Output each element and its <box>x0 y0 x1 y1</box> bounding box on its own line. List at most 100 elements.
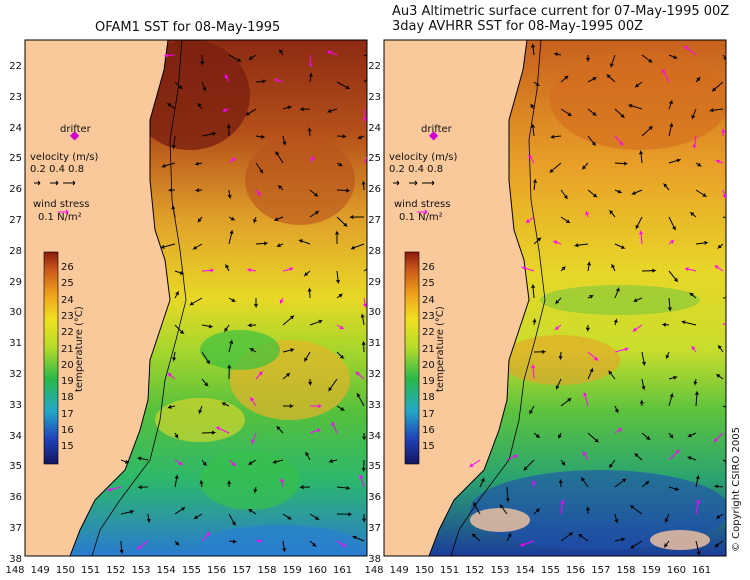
left-shelf-contour <box>91 40 187 556</box>
current-arrow <box>253 216 257 224</box>
left-colorbar <box>43 251 59 465</box>
right-panel-title-line2: 3day AVHRR SST for 08-May-1995 00Z <box>392 19 644 34</box>
current-arrow <box>614 286 620 299</box>
current-arrow <box>309 513 321 520</box>
current-arrow <box>668 54 679 59</box>
latitude-label-left: 26 <box>9 184 22 196</box>
current-arrow <box>276 243 284 248</box>
wind-stress-arrow <box>614 135 624 146</box>
current-arrow <box>533 349 547 354</box>
latitude-label-left: 24 <box>9 122 22 134</box>
current-arrow <box>350 243 365 250</box>
current-arrow <box>336 188 351 193</box>
current-arrow <box>605 74 616 83</box>
current-arrow <box>199 479 204 488</box>
current-arrow <box>608 209 616 218</box>
left-colorbar-tick: 21 <box>61 343 74 355</box>
current-arrow <box>201 324 214 329</box>
current-arrow <box>722 459 726 463</box>
wind-stress-arrow <box>106 486 122 492</box>
left-colorbar-tick: 18 <box>61 392 74 404</box>
current-arrow <box>336 134 348 139</box>
current-arrow <box>639 149 643 164</box>
current-arrow <box>356 392 365 407</box>
left-land <box>25 40 170 556</box>
longitude-label-left: 156 <box>207 565 227 576</box>
wind-stress-arrow <box>354 371 365 380</box>
current-arrow <box>668 216 677 231</box>
wind-stress-arrow <box>166 372 176 380</box>
wind-stress-arrow <box>309 428 322 434</box>
longitude-label-left: 157 <box>232 565 252 576</box>
current-arrow <box>560 531 574 542</box>
wind-stress-arrow <box>519 540 535 547</box>
latitude-label-right: 37 <box>368 523 381 534</box>
current-arrow <box>309 319 324 326</box>
current-arrow <box>174 270 185 275</box>
left-colorbar-tick: 15 <box>61 441 74 453</box>
wind-stress-arrow <box>554 324 562 331</box>
current-arrow <box>282 348 295 353</box>
current-arrow <box>533 236 542 245</box>
current-arrow <box>533 432 541 438</box>
current-arrow <box>587 294 594 299</box>
current-arrow <box>136 456 149 461</box>
wind-stress-arrow <box>363 156 367 164</box>
current-arrow <box>336 293 343 299</box>
current-arrow <box>283 404 295 409</box>
longitude-label-left: 152 <box>106 565 126 576</box>
left-colorbar-tick: 20 <box>61 359 74 371</box>
wind-stress-arrow <box>714 159 724 164</box>
right-shelf-contour <box>450 40 546 556</box>
current-arrow <box>328 378 338 393</box>
current-arrow <box>609 54 616 69</box>
svg-text:◆: ◆ <box>429 128 439 142</box>
current-arrow <box>201 459 208 467</box>
current-arrow <box>668 158 682 164</box>
left-colorbar-tick: 19 <box>61 376 74 388</box>
right-colorbar-tick: 20 <box>422 359 435 371</box>
right-colorbar-tick: 16 <box>422 425 435 436</box>
longitude-label-right: 161 <box>692 565 712 576</box>
current-arrow <box>228 54 243 62</box>
latitude-label-left: 31 <box>9 338 22 350</box>
current-arrow <box>201 81 207 92</box>
wind-stress-arrow <box>201 531 211 542</box>
longitude-label-right: 152 <box>465 565 485 576</box>
wind-stress-arrow <box>668 448 680 461</box>
right-colorbar-tick: 21 <box>422 343 435 355</box>
wind-stress-arrow <box>228 157 237 164</box>
current-arrow <box>639 399 644 407</box>
current-arrow <box>641 125 653 137</box>
longitude-label-left: 148 <box>5 565 25 576</box>
current-arrow <box>282 513 293 520</box>
current-arrow <box>166 103 176 110</box>
latitude-label-left: 32 <box>9 369 22 380</box>
current-arrow <box>531 283 536 299</box>
longitude-label-right: 157 <box>591 565 611 576</box>
wind-stress-arrow <box>309 404 323 409</box>
current-arrow <box>641 432 652 440</box>
current-arrow <box>577 533 589 542</box>
longitude-label-left: 155 <box>181 565 201 576</box>
latitude-label-right: 29 <box>368 276 381 288</box>
current-arrow <box>277 184 284 191</box>
current-arrow <box>614 189 623 194</box>
current-arrow <box>661 322 670 327</box>
left-velocity-values: 0.2 0.4 0.8 <box>30 164 85 175</box>
current-arrow <box>533 507 540 515</box>
latitude-label-left: 30 <box>9 307 22 319</box>
current-arrow <box>715 374 724 380</box>
current-arrow <box>336 270 340 285</box>
longitude-label-right: 153 <box>490 565 510 576</box>
current-arrow <box>694 390 699 407</box>
current-arrow <box>309 189 319 197</box>
current-arrow <box>632 297 643 303</box>
current-arrow <box>282 135 287 146</box>
current-arrow <box>228 297 237 302</box>
current-arrow <box>361 180 366 191</box>
right-colorbar-tick: 22 <box>422 327 435 339</box>
longitude-label-right: 150 <box>414 565 434 576</box>
longitude-label-left: 153 <box>131 565 151 576</box>
